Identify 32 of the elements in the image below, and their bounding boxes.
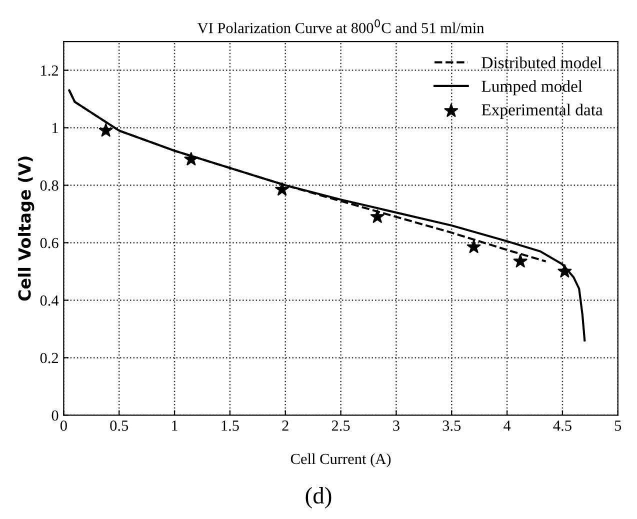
legend-label: Lumped model bbox=[482, 80, 582, 96]
x-tick-label: 1 bbox=[172, 420, 178, 431]
x-tick-label: 2 bbox=[282, 420, 288, 431]
y-tick-label: 1 bbox=[52, 122, 58, 134]
x-tick-label: 0.5 bbox=[110, 420, 128, 431]
x-tick-label: 2.5 bbox=[332, 420, 350, 431]
point bbox=[184, 152, 198, 166]
y-tick-label: 1.2 bbox=[41, 65, 58, 76]
y-tick-label: 0 bbox=[52, 410, 58, 421]
y-tick-label: 0.8 bbox=[40, 180, 58, 191]
y-tick-label: 0.4 bbox=[40, 295, 59, 306]
x-tick-label: 4 bbox=[504, 420, 511, 431]
text: (d) bbox=[306, 487, 332, 508]
y-tick-label: 0.2 bbox=[40, 352, 58, 364]
x-tick-label: 4.5 bbox=[553, 420, 572, 431]
x-axis-title: Cell Current (A) bbox=[290, 453, 391, 468]
legend-label: Experimental data bbox=[482, 104, 603, 119]
point bbox=[370, 210, 384, 223]
point bbox=[558, 264, 572, 278]
x-tick-label: 0 bbox=[60, 420, 67, 431]
y-tick-label: 0.6 bbox=[40, 238, 58, 248]
x-tick-label: 5 bbox=[614, 420, 622, 431]
x-tick-label: 3.5 bbox=[442, 420, 461, 431]
point bbox=[98, 123, 113, 137]
legend-label: Distributed model bbox=[482, 56, 602, 68]
x-tick-label: 3 bbox=[393, 420, 400, 431]
point bbox=[466, 240, 481, 254]
point bbox=[275, 182, 290, 196]
point bbox=[513, 254, 528, 268]
x-tick-label: 1.5 bbox=[222, 420, 239, 431]
chart-title: VI Polarization Curve at 800$^{0}$C and 51 ml/min bbox=[197, 19, 484, 34]
y-axis-title: Cell Voltage (V) bbox=[18, 156, 34, 301]
